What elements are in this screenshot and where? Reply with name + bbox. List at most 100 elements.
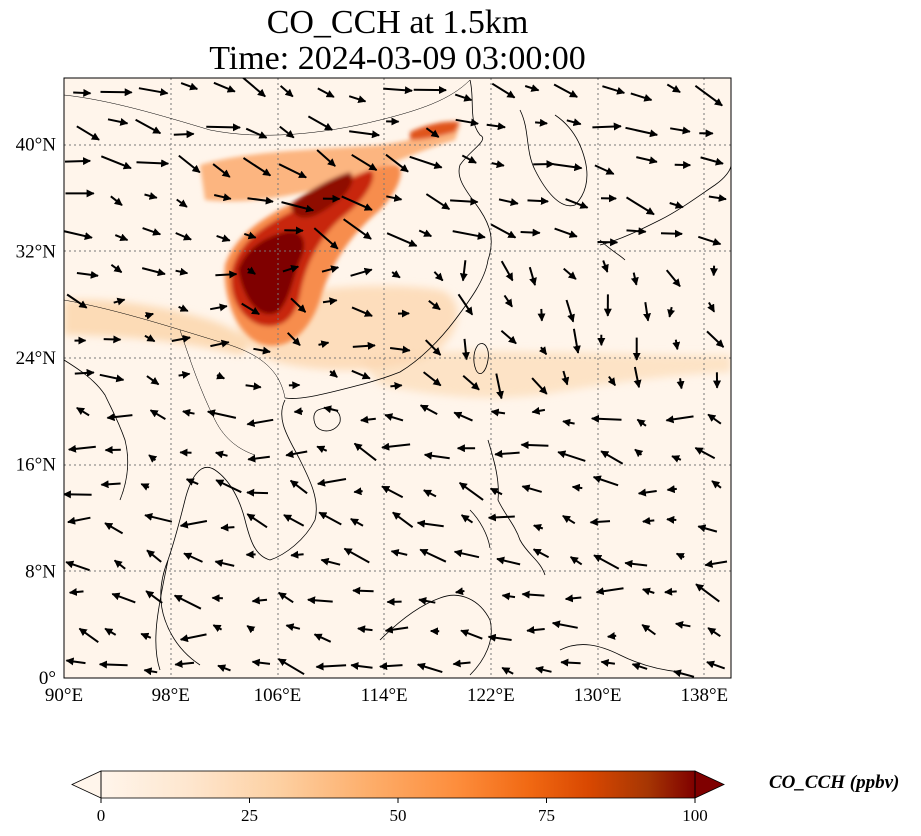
wind-arrow — [316, 445, 328, 454]
wind-arrow — [176, 198, 188, 208]
wind-arrow — [68, 444, 96, 453]
wind-arrow — [213, 81, 236, 93]
wind-arrow — [135, 118, 162, 135]
wind-arrow — [389, 345, 411, 354]
coastline-korea — [519, 109, 588, 207]
wind-arrow — [149, 409, 166, 420]
wind-arrow — [636, 156, 658, 165]
wind-arrow — [390, 548, 408, 557]
wind-arrow — [419, 548, 447, 563]
wind-arrow — [423, 451, 450, 460]
wind-arrow — [491, 82, 516, 99]
x-tick-label: 114°E — [361, 685, 408, 706]
wind-arrow — [104, 522, 124, 535]
wind-arrow — [533, 523, 544, 532]
wind-arrow — [538, 346, 548, 356]
wind-arrow — [457, 293, 474, 316]
wind-arrow — [591, 414, 622, 423]
wind-arrow — [643, 302, 651, 322]
wind-arrow — [419, 404, 438, 415]
wind-arrow — [526, 626, 545, 634]
wind-arrow — [624, 559, 648, 568]
coastline-malay-peninsula — [155, 559, 169, 671]
wind-arrow — [418, 597, 436, 605]
wind-arrow — [76, 406, 90, 417]
wind-arrow — [343, 218, 372, 240]
x-tick-label: 98°E — [152, 685, 190, 706]
wind-arrow — [113, 297, 126, 306]
coastline-china-east — [284, 79, 492, 399]
wind-arrow — [494, 449, 520, 458]
wind-arrow — [537, 308, 546, 322]
wind-arrow — [175, 232, 192, 241]
map-title: CO_CCH at 1.5km — [266, 4, 529, 41]
wind-arrow — [422, 371, 442, 387]
wind-arrow — [307, 596, 333, 605]
wind-arrow — [174, 659, 195, 668]
wind-arrow — [65, 560, 90, 572]
wind-arrow — [245, 382, 262, 391]
wind-arrow — [637, 488, 657, 497]
wind-arrow — [251, 658, 271, 667]
wind-arrow — [425, 127, 440, 138]
wind-arrow — [521, 590, 545, 599]
colorbar-extend-low — [71, 770, 102, 799]
wind-arrow — [450, 197, 479, 206]
wind-arrow — [74, 368, 95, 377]
wind-arrow — [707, 302, 716, 313]
wind-arrow — [110, 195, 123, 206]
coastline-indochina — [160, 399, 317, 666]
wind-arrow — [146, 549, 162, 563]
wind-arrow — [148, 454, 158, 463]
wind-arrow — [496, 556, 521, 566]
wind-arrow — [670, 126, 691, 135]
wind-arrow — [351, 306, 373, 317]
wind-arrow — [665, 269, 681, 288]
wind-arrow — [665, 415, 694, 424]
border-mongolia — [64, 79, 471, 136]
wind-arrow — [707, 413, 722, 425]
plume-low-band-west — [64, 299, 249, 355]
wind-arrow — [592, 122, 622, 131]
wind-arrow — [317, 478, 347, 487]
wind-arrow — [602, 85, 626, 95]
y-tick-label: 32°N — [16, 241, 57, 262]
wind-arrow — [100, 155, 132, 170]
wind-arrow — [487, 513, 515, 522]
wind-arrow — [76, 270, 99, 279]
colorbar-tick-label: 75 — [538, 806, 555, 825]
wind-arrow — [501, 592, 516, 601]
wind-arrow — [179, 520, 208, 529]
wind-arrow — [100, 480, 121, 489]
wind-arrow — [669, 201, 684, 209]
wind-arrow — [381, 485, 404, 499]
wind-arrow — [453, 549, 480, 559]
colorbar-tick-label: 25 — [241, 806, 258, 825]
wind-arrow — [592, 475, 619, 487]
wind-arrow — [140, 632, 152, 641]
wind-arrow — [490, 223, 517, 239]
wind-arrow — [242, 157, 272, 177]
wind-arrow — [708, 194, 727, 202]
wind-arrow — [350, 662, 373, 670]
wind-arrow — [626, 227, 647, 236]
wind-arrow — [216, 234, 231, 242]
map-subtitle-time: Time: 2024-03-09 03:00:00 — [209, 40, 586, 77]
wind-arrow — [285, 623, 301, 632]
wind-arrow — [459, 260, 468, 282]
wind-arrow — [329, 369, 338, 378]
wind-arrow — [390, 382, 403, 390]
y-tick-labels: 0° 8°N 16°N 24°N 32°N 40°N — [16, 135, 57, 689]
wind-arrow — [562, 514, 576, 525]
plume-low-band-east — [360, 350, 731, 398]
wind-arrow — [351, 153, 378, 171]
wind-arrow — [416, 519, 444, 528]
y-tick-label: 40°N — [16, 135, 57, 156]
wind-arrow — [107, 118, 129, 126]
wind-arrow — [68, 588, 84, 597]
wind-arrow — [460, 514, 474, 524]
wind-arrow — [179, 633, 207, 643]
wind-arrow — [707, 627, 721, 638]
wind-arrow — [671, 455, 682, 463]
